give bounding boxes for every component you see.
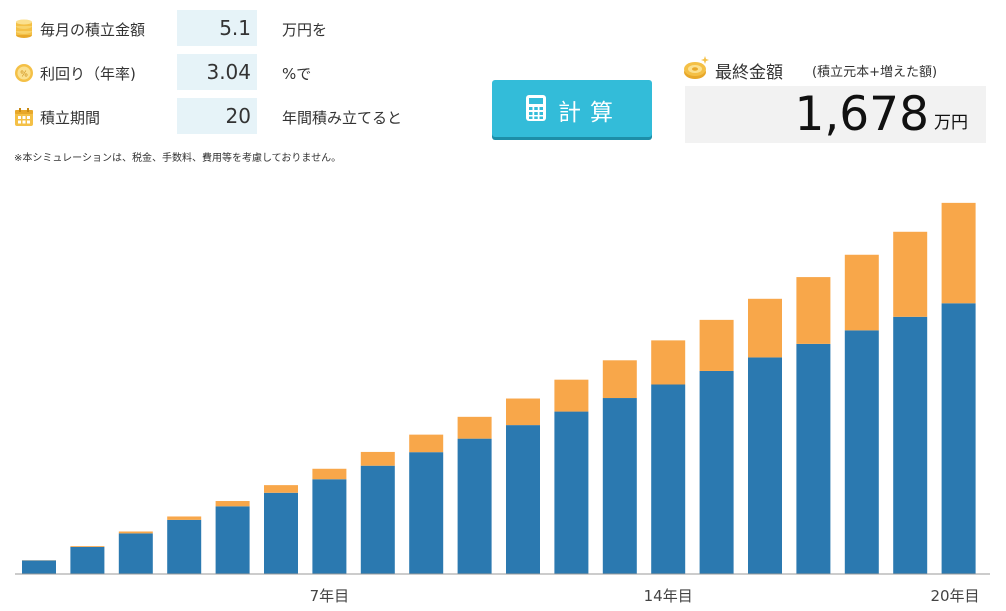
rate-row: % 利回り（年率) %で <box>0 54 440 90</box>
bar-gain-year-2 <box>70 546 105 547</box>
bar-gain-year-9 <box>409 434 444 453</box>
final-amount-subtitle: (積立元本+増えた額) <box>812 65 938 80</box>
bar-principal-year-3 <box>118 533 153 574</box>
coin-stack-icon <box>16 19 32 38</box>
bar-gain-year-7 <box>312 468 347 480</box>
bar-principal-year-12 <box>554 411 589 574</box>
bar-gain-year-15 <box>699 319 734 371</box>
gold-coin-icon <box>684 56 709 79</box>
bar-principal-year-18 <box>844 330 879 574</box>
bar-gain-year-6 <box>264 485 298 493</box>
bar-principal-year-20 <box>941 303 976 574</box>
bar-principal-year-14 <box>651 384 686 574</box>
bar-principal-year-17 <box>796 343 831 574</box>
bar-gain-year-12 <box>554 379 589 412</box>
bar-gain-year-4 <box>167 516 202 520</box>
svg-text:%: % <box>20 70 28 79</box>
period-unit: 年間積み立てると <box>282 109 403 127</box>
bar-gain-year-14 <box>651 340 686 385</box>
rate-label: 利回り（年率) <box>40 65 136 83</box>
rate-unit: %で <box>282 65 312 83</box>
disclaimer-note: ※本シミュレーションは、税金、手数料、費用等を考慮しておりません。 <box>14 153 342 164</box>
final-amount-box: 1,678 万円 <box>685 86 986 143</box>
x-tick-label: 7年目 <box>310 587 350 605</box>
period-row: 積立期間 年間積み立てると <box>0 98 440 134</box>
bar-gain-year-18 <box>844 254 879 331</box>
bar-gain-year-13 <box>602 360 637 399</box>
bar-principal-year-9 <box>409 452 444 574</box>
bar-gain-year-8 <box>360 451 395 466</box>
bar-principal-year-1 <box>22 560 56 574</box>
bar-principal-year-11 <box>506 425 540 574</box>
percent-coin-icon: % <box>15 64 33 82</box>
bar-gain-year-17 <box>796 277 831 344</box>
bar-gain-year-16 <box>748 298 782 358</box>
x-tick-label: 20年目 <box>930 587 979 605</box>
period-label: 積立期間 <box>40 109 101 127</box>
bar-gain-year-19 <box>893 231 928 317</box>
bar-principal-year-10 <box>457 438 492 574</box>
monthly-amount-row: 毎月の積立金額 万円を <box>0 10 440 46</box>
calculator-icon <box>526 95 546 121</box>
monthly-amount-label: 毎月の積立金額 <box>40 21 146 39</box>
rate-input[interactable] <box>177 54 257 90</box>
period-input[interactable] <box>177 98 257 134</box>
bar-principal-year-19 <box>893 316 928 574</box>
bar-principal-year-5 <box>215 506 250 574</box>
bar-principal-year-15 <box>699 370 734 574</box>
bar-principal-year-4 <box>167 519 202 574</box>
monthly-amount-unit: 万円を <box>282 21 328 39</box>
final-amount-title: 最終金額 <box>715 63 783 83</box>
bar-principal-year-13 <box>602 398 637 574</box>
final-amount-unit: 万円 <box>934 113 968 133</box>
bar-gain-year-5 <box>215 501 250 507</box>
monthly-amount-input[interactable] <box>177 10 257 46</box>
bar-principal-year-16 <box>748 357 782 574</box>
bar-principal-year-7 <box>312 479 347 574</box>
accumulation-bar-chart: 7年目 14年目 20年目 <box>15 202 990 605</box>
bar-principal-year-8 <box>360 465 395 574</box>
final-amount-value: 1,678 <box>794 87 929 142</box>
bar-gain-year-11 <box>506 398 540 426</box>
bar-principal-year-2 <box>70 546 105 574</box>
calculate-button[interactable]: 計算 <box>492 80 652 137</box>
bar-gain-year-20 <box>941 202 976 304</box>
bar-gain-year-3 <box>118 531 153 534</box>
bar-principal-year-6 <box>264 492 298 574</box>
bar-gain-year-10 <box>457 416 492 439</box>
x-tick-label: 14年目 <box>644 587 693 605</box>
calculate-button-label: 計算 <box>558 100 622 126</box>
calendar-icon <box>15 108 33 126</box>
